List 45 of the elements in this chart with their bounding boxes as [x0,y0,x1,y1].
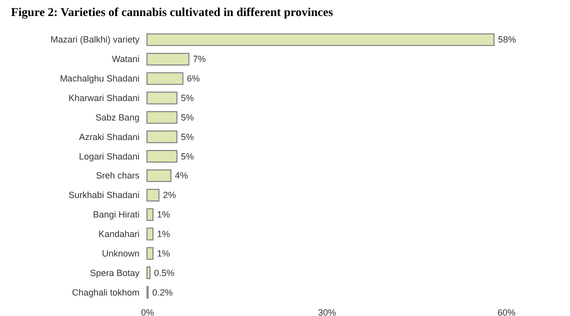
data-label: 2% [162,190,176,200]
y-tick-label: Surkhabi Shadani [68,190,140,200]
data-label: 5% [180,151,194,162]
bar [146,130,178,144]
y-tick-label: Kharwari Shadani [68,93,140,103]
data-label: 5% [180,132,194,142]
data-label: 6% [186,74,200,84]
bar [146,188,160,202]
y-tick-label: Sreh chars [96,170,140,181]
bar [146,72,184,85]
y-tick-label: Mazari (Balkhi) variety [50,34,140,45]
data-label: 58% [498,34,516,45]
bar [146,266,150,280]
bar [146,247,154,260]
chart-title: Figure 2: Varieties of cannabis cultivated in different provinces [11,5,333,20]
data-label: 1% [156,210,170,220]
data-label: 1% [156,229,170,239]
data-label: 7% [192,54,206,64]
y-tick-label: Bangi Hirati [92,210,140,220]
y-tick-label: Spera Botay [90,268,140,278]
data-label: 5% [180,93,194,103]
data-label: 0.5% [154,268,175,278]
bar [146,169,172,182]
bar [146,111,178,124]
data-label: 0.2% [152,287,173,298]
x-tick-label: 60% [497,308,516,316]
y-tick-label: Sabz Bang [95,112,140,122]
bar [146,52,190,66]
y-tick-label: Azraki Shadani [78,132,140,142]
y-tick-label: Logari Shadani [78,151,140,162]
data-label: 1% [156,248,170,258]
y-tick-label: Watani [112,54,140,64]
y-tick-label: Chaghali tokhom [72,287,140,298]
x-tick-label: 30% [318,308,336,316]
y-tick-label: Unknown [102,248,140,258]
data-label: 5% [180,112,194,122]
data-label: 4% [174,170,188,181]
bar [146,208,154,221]
bar [146,150,178,163]
bar [146,33,495,46]
x-tick-label: 0% [140,308,154,316]
bar [146,228,154,240]
bar [146,92,178,104]
y-tick-label: Kandahari [98,229,140,239]
y-tick-label: Machalghu Shadani [60,74,140,84]
